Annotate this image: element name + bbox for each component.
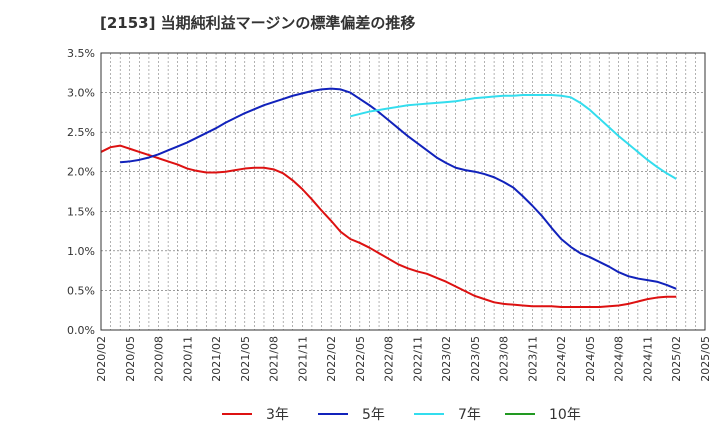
x-tick-label: 2021/05 (239, 336, 252, 382)
x-tick-label: 2021/11 (296, 336, 309, 382)
x-tick-label: 2020/11 (181, 336, 194, 382)
x-tick-label: 2023/05 (469, 336, 482, 382)
y-tick-label: 0.5% (67, 284, 95, 297)
x-axis-ticks: 2020/02 2020/05 2020/08 2020/11 2021/02 2021/… (95, 336, 712, 382)
y-tick-label: 2.0% (67, 166, 95, 179)
x-tick-label: 2022/08 (383, 336, 396, 382)
y-axis-ticks: 0.0% 0.5% 1.0% 1.5% 2.0% 2.5% 3.0% 3.5% (67, 47, 95, 337)
plot-frame (100, 52, 706, 331)
x-tick-label: 2024/05 (584, 336, 597, 382)
chart-title: [2153] 当期純利益マージンの標準偏差の推移 (100, 14, 416, 32)
legend: 3年 5年 7年 10年 (222, 407, 581, 423)
grid (100, 52, 706, 331)
x-tick-label: 2025/05 (699, 336, 712, 382)
x-tick-label: 2024/08 (613, 336, 626, 382)
series-line (100, 144, 677, 309)
x-tick-label: 2025/02 (670, 336, 683, 382)
series-line (120, 87, 677, 290)
y-tick-label: 3.0% (67, 87, 95, 100)
x-tick-label: 2024/02 (555, 336, 568, 382)
x-tick-label: 2020/02 (95, 336, 108, 382)
legend-label: 3年 (266, 407, 289, 423)
series-line (350, 93, 677, 180)
legend-label: 5年 (362, 407, 385, 423)
x-tick-label: 2021/02 (210, 336, 223, 382)
y-tick-label: 1.5% (67, 205, 95, 218)
x-tick-label: 2020/08 (153, 336, 166, 382)
y-tick-label: 3.5% (67, 47, 95, 60)
y-tick-label: 1.0% (67, 245, 95, 258)
series-lines (100, 87, 677, 309)
x-tick-label: 2024/11 (641, 336, 654, 382)
x-tick-label: 2022/11 (411, 336, 424, 382)
x-tick-label: 2020/05 (124, 336, 137, 382)
x-tick-label: 2021/08 (268, 336, 281, 382)
y-tick-label: 0.0% (67, 324, 95, 337)
y-tick-label: 2.5% (67, 126, 95, 139)
legend-label: 10年 (549, 407, 581, 423)
x-tick-label: 2023/08 (498, 336, 511, 382)
x-tick-label: 2022/05 (354, 336, 367, 382)
x-tick-label: 2023/11 (526, 336, 539, 382)
x-tick-label: 2023/02 (440, 336, 453, 382)
x-tick-label: 2022/02 (325, 336, 338, 382)
legend-label: 7年 (458, 407, 481, 423)
